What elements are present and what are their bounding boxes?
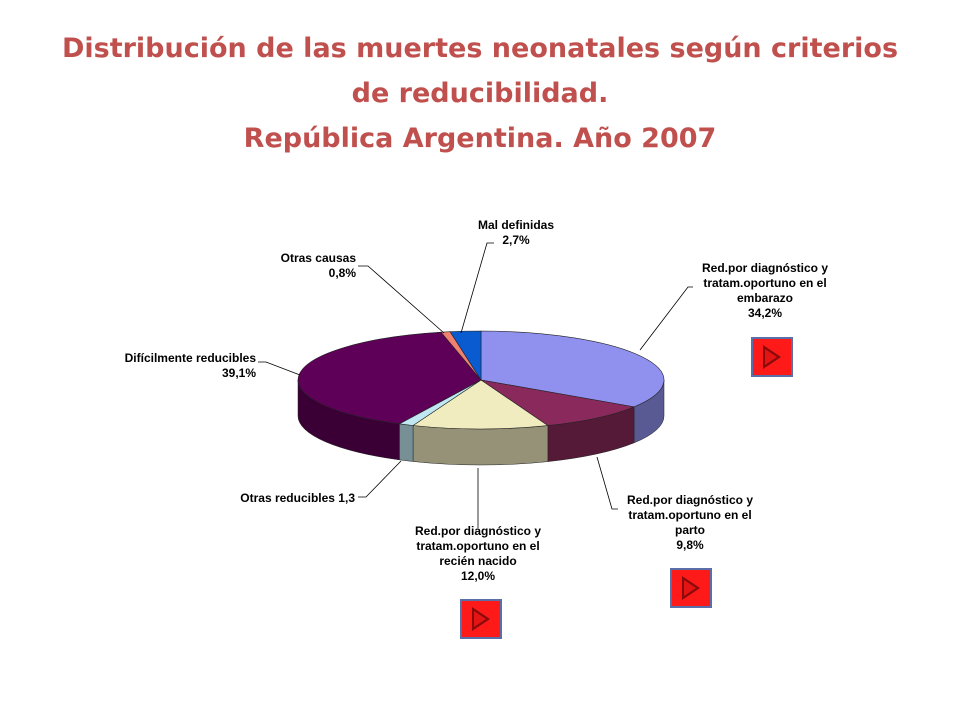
- nav-button-parto[interactable]: [670, 568, 712, 608]
- slice-label-6: Mal definidas 2,7%: [478, 218, 554, 247]
- pie-slice-6: [449, 330, 482, 382]
- slice-label-line: Difícilmente reducibles: [125, 351, 257, 365]
- slice-label-line: 2,7%: [502, 233, 530, 247]
- slice-label-3: Otras reducibles 1,3: [240, 491, 355, 505]
- slice-label-line: Otras causas: [281, 251, 357, 265]
- slice-label-line: 12,0%: [461, 569, 495, 583]
- leader-line-6: [460, 242, 494, 334]
- slice-label-4: Difícilmente reducibles 39,1%: [125, 351, 257, 380]
- pie-slice-2: [412, 379, 549, 430]
- pie-slice-4: [297, 331, 482, 425]
- leader-line-1: [596, 456, 618, 510]
- slice-label-line: Mal definidas: [478, 218, 554, 232]
- slice-label-line: Otras reducibles 1,3: [240, 491, 355, 505]
- chart-title: Distribución de las muertes neonatales s…: [40, 26, 920, 161]
- slice-label-line: Red.por diagnóstico y: [702, 261, 828, 275]
- slice-label-line: 34,2%: [748, 306, 782, 320]
- slice-label-line: tratam.oportuno en el: [416, 539, 539, 553]
- slice-label-line: Red.por diagnóstico y: [415, 524, 541, 538]
- slice-label-line: 0,8%: [329, 266, 357, 280]
- slice-label-line: Red.por diagnóstico y: [627, 493, 753, 507]
- slice-label-line: tratam.oportuno en el: [703, 276, 826, 290]
- slice-label-line: parto: [675, 523, 705, 537]
- title-line-1: Distribución de las muertes neonatales s…: [61, 33, 899, 64]
- leader-line-5: [358, 265, 445, 334]
- leader-line-0: [639, 286, 693, 351]
- slice-label-line: tratam.oportuno en el: [628, 508, 751, 522]
- slice-label-line: embarazo: [737, 291, 793, 305]
- slice-label-5: Otras causas 0,8%: [281, 251, 357, 280]
- nav-button-embarazo[interactable]: [751, 337, 793, 377]
- slice-label-line: recién nacido: [439, 554, 516, 568]
- title-line-3: República Argentina. Año 2007: [243, 123, 717, 154]
- pie-slice-side-2: [412, 425, 549, 466]
- pie-slice-1: [480, 379, 636, 426]
- pie-labels: Red.por diagnóstico y tratam.oportuno en …: [125, 218, 829, 583]
- leader-line-3: [358, 460, 402, 498]
- slice-label-2: Red.por diagnóstico y tratam.oportuno en …: [415, 524, 541, 583]
- pie-top: [297, 330, 665, 430]
- title-line-2: de reducibilidad.: [351, 78, 609, 109]
- slice-label-line: 39,1%: [222, 366, 256, 380]
- slice-label-1: Red.por diagnóstico y tratam.oportuno en …: [627, 493, 753, 552]
- nav-button-recien-nacido[interactable]: [460, 599, 502, 639]
- slice-label-0: Red.por diagnóstico y tratam.oportuno en …: [702, 261, 828, 320]
- slice-label-line: 9,8%: [676, 538, 704, 552]
- pie-slice-side-3: [399, 423, 414, 462]
- pie-side-walls: [297, 379, 665, 466]
- leader-line-4: [258, 361, 301, 376]
